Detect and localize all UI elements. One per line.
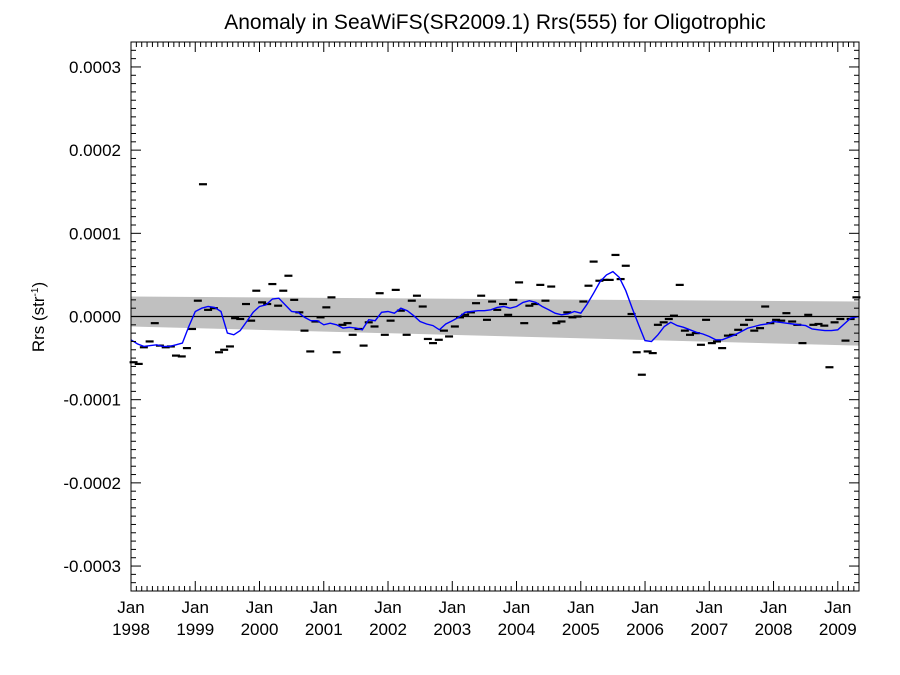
x-tick-label-month: Jan — [374, 598, 401, 617]
plot-area — [129, 183, 861, 376]
confidence-band — [131, 296, 859, 346]
smoothed-series-line — [130, 270, 860, 348]
x-tick-label-year: 2003 — [433, 620, 471, 639]
x-tick-label-year: 2008 — [755, 620, 793, 639]
y-axis-label-sup: -1 — [30, 287, 41, 296]
x-tick-label-month: Jan — [567, 598, 594, 617]
x-tick-label-year: 2002 — [369, 620, 407, 639]
y-tick-label: -0.0002 — [63, 474, 121, 493]
x-tick-label-month: Jan — [117, 598, 144, 617]
y-axis: -0.0003 -0.0002 -0.0001 0.0000 0.0001 0.0002 0… — [63, 41, 859, 592]
y-tick-label: 0.0000 — [69, 308, 121, 327]
x-tick-label-month: Jan — [182, 598, 209, 617]
y-tick-label: 0.0002 — [69, 141, 121, 160]
y-tick-label: 0.0003 — [69, 58, 121, 77]
x-tick-label-year: 2007 — [690, 620, 728, 639]
y-tick-label: 0.0001 — [69, 224, 121, 243]
x-axis: Jan 1998 Jan 1999 Jan 2000 Jan 2001 Jan 2002 Jan 20… — [112, 42, 857, 639]
y-axis-label-main: Rrs (str — [29, 296, 48, 352]
x-tick-label-year: 2001 — [305, 620, 343, 639]
x-tick-label-month: Jan — [631, 598, 658, 617]
x-tick-label-year: 2005 — [562, 620, 600, 639]
x-tick-label-month: Jan — [824, 598, 851, 617]
x-tick-label-year: 2004 — [498, 620, 536, 639]
x-tick-label-month: Jan — [439, 598, 466, 617]
x-tick-label-month: Jan — [310, 598, 337, 617]
x-tick-label-year: 1999 — [176, 620, 214, 639]
y-tick-label: -0.0003 — [63, 557, 121, 576]
x-tick-label-year: 2006 — [626, 620, 664, 639]
y-axis-label-close: ) — [29, 282, 48, 288]
x-tick-label-year: 1998 — [112, 620, 150, 639]
data-points — [129, 183, 861, 376]
x-tick-label-month: Jan — [246, 598, 273, 617]
x-tick-label-month: Jan — [696, 598, 723, 617]
x-tick-label-month: Jan — [503, 598, 530, 617]
x-tick-label-year: 2009 — [819, 620, 857, 639]
y-tick-label: -0.0001 — [63, 391, 121, 410]
x-tick-label-year: 2000 — [241, 620, 279, 639]
x-tick-label-month: Jan — [760, 598, 787, 617]
chart-title: Anomaly in SeaWiFS(SR2009.1) Rrs(555) fo… — [224, 11, 766, 34]
y-axis-label: Rrs (str-1) — [29, 282, 48, 352]
